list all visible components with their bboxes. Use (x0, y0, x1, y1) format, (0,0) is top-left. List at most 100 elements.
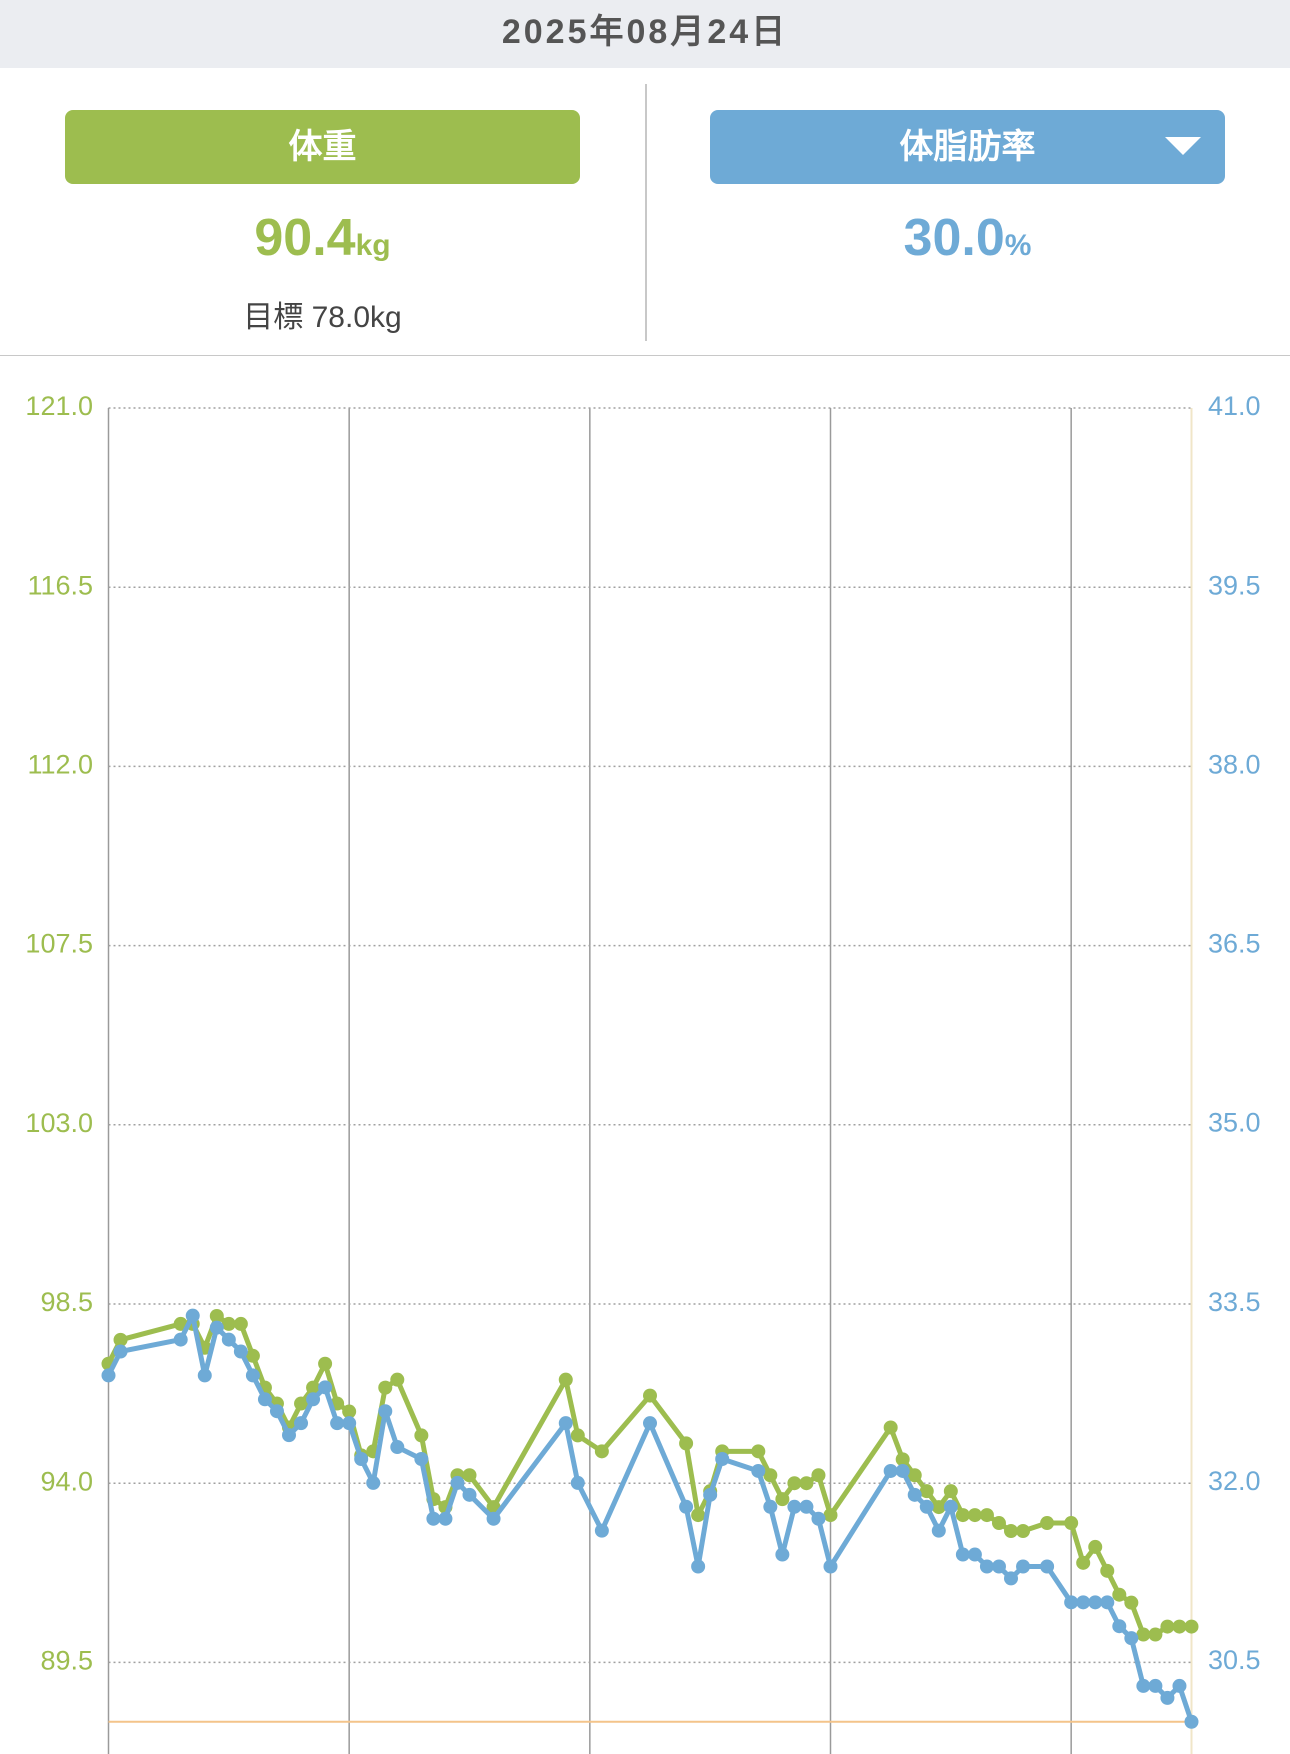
y2-tick-label: 36.5 (1208, 929, 1261, 959)
point (1100, 1563, 1115, 1578)
y2-tick-label: 33.5 (1208, 1287, 1261, 1317)
point (197, 1368, 212, 1383)
point (1040, 1516, 1055, 1531)
point (113, 1332, 128, 1347)
point (594, 1523, 609, 1538)
point (462, 1468, 477, 1483)
point (907, 1487, 922, 1502)
y-tick-label: 121.0 (25, 391, 93, 421)
point (342, 1404, 357, 1419)
point (1172, 1678, 1187, 1693)
point (643, 1388, 657, 1403)
point (799, 1499, 814, 1514)
point (955, 1508, 970, 1523)
point (787, 1499, 802, 1514)
point (883, 1420, 898, 1435)
point (1040, 1559, 1055, 1574)
point (426, 1511, 441, 1526)
point (991, 1559, 1006, 1574)
point (679, 1499, 694, 1514)
point (233, 1344, 248, 1359)
point (715, 1452, 730, 1467)
point (1016, 1523, 1031, 1538)
point (895, 1452, 910, 1467)
point (209, 1308, 224, 1323)
point (931, 1523, 946, 1538)
y-tick-label: 98.5 (40, 1287, 93, 1317)
point (955, 1547, 970, 1562)
point (1064, 1595, 1079, 1610)
point (1184, 1714, 1199, 1729)
divider (0, 355, 1290, 356)
fat-tab-label[interactable]: 体脂肪率 (899, 128, 1036, 166)
fat-tab[interactable]: 体脂肪率 (710, 110, 1225, 184)
point (173, 1332, 188, 1347)
point (486, 1511, 501, 1526)
point (1148, 1627, 1163, 1642)
point (931, 1500, 946, 1515)
y-tick-label: 107.5 (25, 929, 93, 959)
point (1160, 1690, 1175, 1705)
weight-goal: 目標 78.0kg (243, 301, 402, 334)
point (943, 1484, 958, 1499)
y-tick-label: 112.0 (27, 750, 93, 780)
point (775, 1492, 790, 1507)
point (1076, 1595, 1091, 1610)
point (101, 1368, 116, 1383)
point (245, 1368, 260, 1383)
point (991, 1516, 1006, 1531)
fat-number: 30.0 (903, 209, 1005, 267)
point (1088, 1595, 1103, 1610)
y2-tick-label: 39.5 (1208, 570, 1261, 600)
point (378, 1380, 393, 1395)
point (919, 1499, 934, 1514)
point (643, 1416, 657, 1431)
point (1136, 1627, 1151, 1642)
point (221, 1332, 236, 1347)
fat-value: 30.0% (710, 208, 1225, 268)
point (811, 1468, 826, 1483)
point (354, 1452, 369, 1467)
point (691, 1559, 706, 1574)
point (282, 1428, 296, 1443)
point (594, 1444, 609, 1459)
point (1088, 1539, 1103, 1554)
point (1124, 1595, 1139, 1610)
point (763, 1499, 778, 1514)
point (979, 1559, 994, 1574)
dropdown-icon[interactable] (1165, 137, 1201, 157)
y-tick-label: 94.0 (40, 1466, 93, 1496)
date-header: 2025年08月24日 (0, 0, 1290, 68)
point (811, 1511, 826, 1526)
point (306, 1380, 321, 1395)
point (799, 1476, 814, 1491)
point (233, 1316, 248, 1331)
weight-unit: kg (355, 229, 391, 262)
point (967, 1508, 982, 1523)
point (883, 1463, 898, 1478)
point (1016, 1559, 1031, 1574)
point (318, 1356, 333, 1371)
point (570, 1475, 585, 1490)
y-tick-label: 116.5 (27, 570, 93, 600)
line (106, 1313, 1194, 1723)
point (1148, 1678, 1163, 1693)
y2-tick-label: 35.0 (1208, 1108, 1261, 1138)
point (1184, 1619, 1199, 1634)
y2-tick-label: 38.0 (1208, 749, 1261, 779)
point (113, 1344, 128, 1359)
point (438, 1511, 453, 1526)
point (775, 1547, 790, 1562)
weight-tab[interactable]: 体重 (65, 110, 580, 184)
point (414, 1452, 429, 1467)
point (330, 1416, 345, 1431)
point (823, 1559, 838, 1574)
y-tick-label: 103.0 (25, 1108, 93, 1138)
point (378, 1404, 393, 1419)
point (943, 1499, 958, 1514)
point (558, 1416, 573, 1431)
divider (645, 84, 647, 341)
point (269, 1404, 284, 1419)
point (462, 1487, 477, 1502)
point (895, 1463, 910, 1478)
